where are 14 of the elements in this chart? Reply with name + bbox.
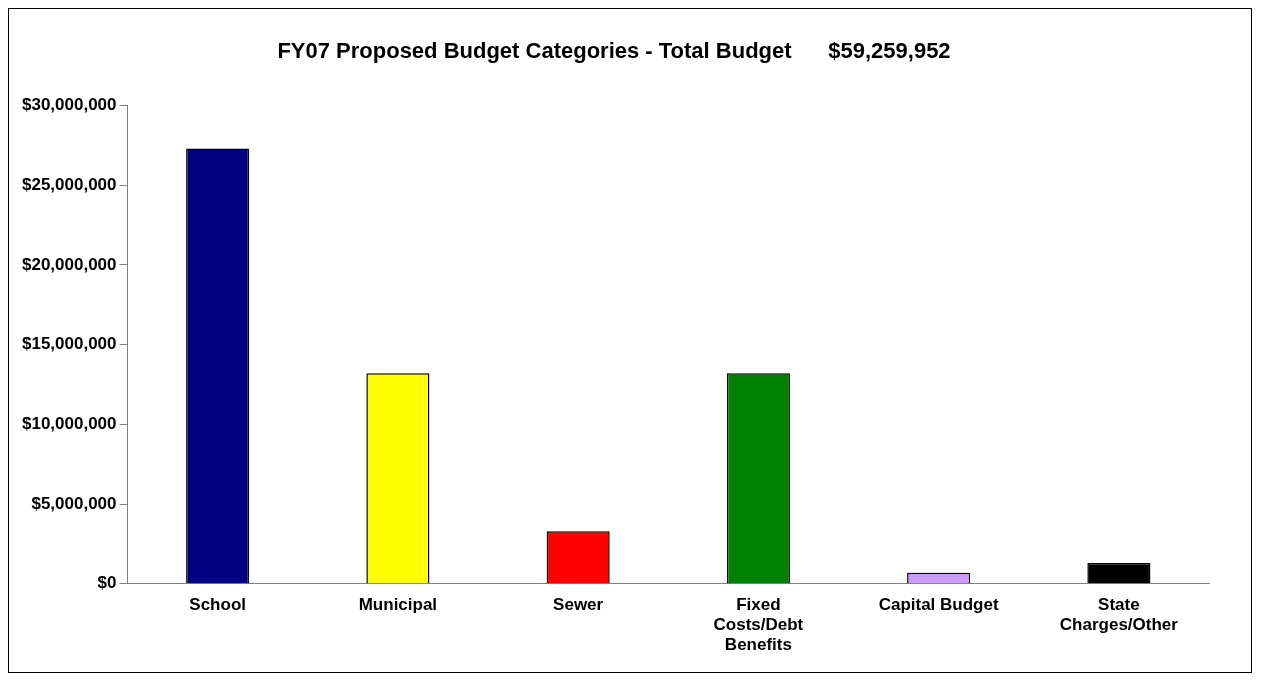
y-tick-label: $20,000,000: [21, 254, 117, 274]
y-tick-label: $10,000,000: [21, 414, 117, 434]
y-tick-label: $15,000,000: [21, 334, 117, 354]
x-tick-label: Capital Budget: [878, 594, 999, 614]
x-tick-label: Municipal: [358, 594, 438, 614]
x-tick-label: School: [189, 594, 246, 614]
x-tick-label: Fixed Costs/Debt Benefits: [713, 594, 804, 655]
y-tick-label: $30,000,000: [21, 95, 117, 115]
x-tick-label: State Charges/Other: [1059, 594, 1179, 635]
x-tick-label: Sewer: [553, 594, 604, 614]
y-tick-label: $5,000,000: [31, 493, 117, 513]
chart-title: FY07 Proposed Budget Categories - Total Budget $59,259,952: [277, 38, 951, 64]
y-tick-label: $0: [97, 573, 117, 593]
y-tick-label: $25,000,000: [21, 174, 117, 194]
